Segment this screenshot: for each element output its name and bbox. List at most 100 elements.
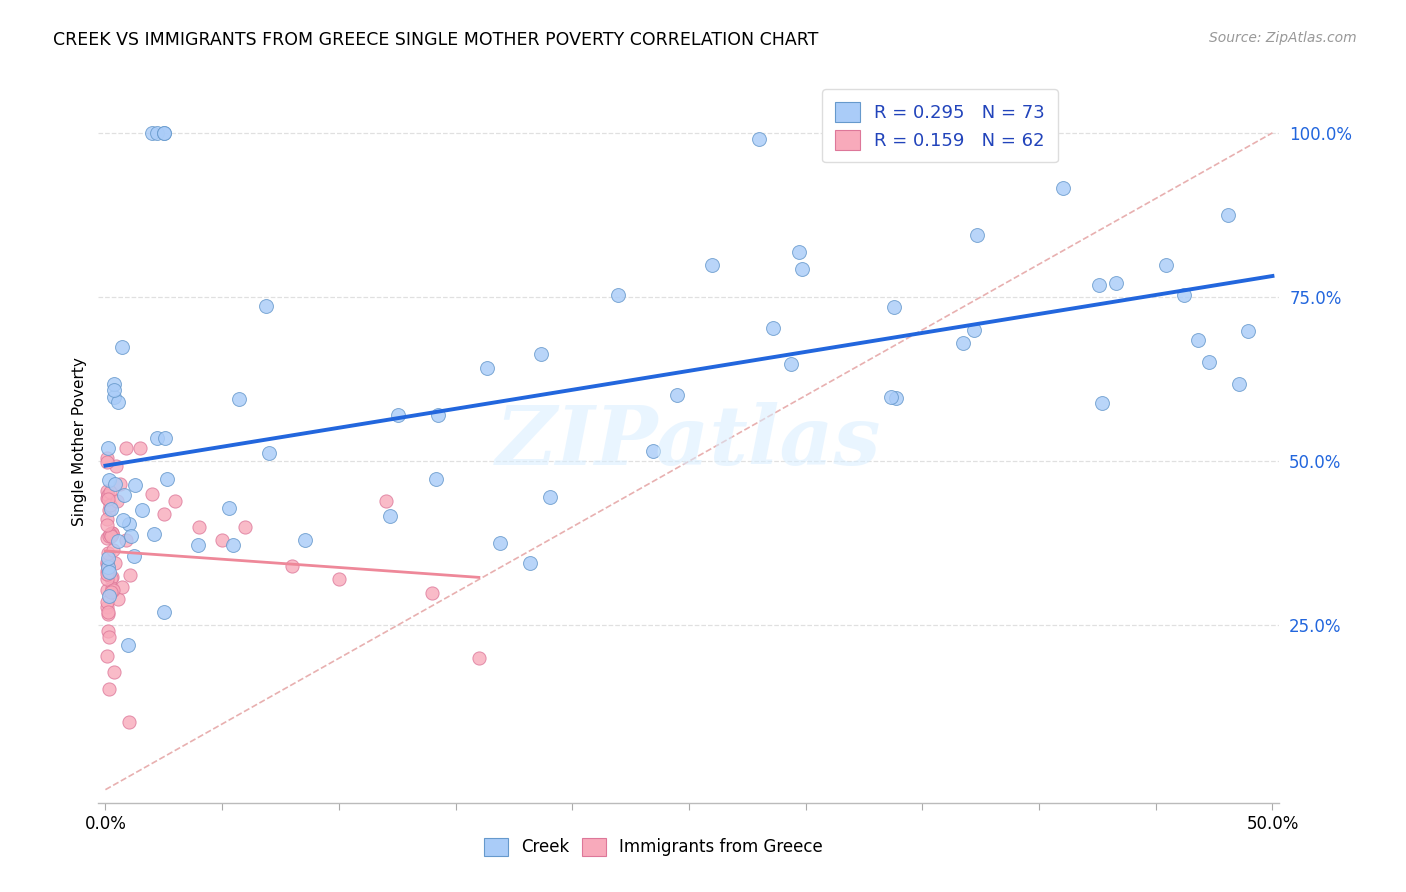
Point [96, 518, 118, 533]
Point [96, 455, 118, 469]
Point [883, 301, 905, 315]
Point [156, 472, 179, 486]
Point [96, 566, 118, 581]
Point [153, 431, 176, 445]
Point [218, 500, 240, 515]
Point [1052, 180, 1074, 194]
Point [98, 529, 121, 543]
Point [124, 478, 146, 492]
Point [118, 567, 141, 582]
Point [97, 473, 120, 487]
Point [152, 126, 174, 140]
Point [328, 573, 350, 587]
Point [96, 512, 118, 526]
Point [519, 556, 541, 570]
Point [98, 589, 121, 603]
Point [294, 533, 316, 548]
Point [117, 638, 139, 652]
Point [530, 347, 553, 361]
Point [108, 477, 131, 491]
Point [187, 520, 209, 534]
Point [222, 538, 245, 552]
Point [540, 490, 562, 504]
Point [100, 571, 122, 585]
Point [1154, 258, 1177, 272]
Point [97, 442, 120, 456]
Point [152, 126, 174, 140]
Point [1091, 396, 1114, 410]
Point [187, 538, 209, 552]
Point [96, 572, 118, 586]
Point [141, 126, 163, 140]
Point [129, 441, 152, 455]
Point [787, 244, 810, 259]
Point [488, 535, 510, 549]
Point [101, 582, 124, 596]
Point [96, 565, 118, 579]
Point [101, 582, 124, 597]
Point [1105, 276, 1128, 290]
Point [97, 565, 120, 579]
Point [96, 649, 118, 664]
Point [96, 594, 118, 608]
Point [426, 408, 449, 422]
Text: Source: ZipAtlas.com: Source: ZipAtlas.com [1209, 31, 1357, 45]
Point [792, 261, 814, 276]
Point [118, 714, 141, 729]
Point [1187, 333, 1209, 347]
Point [103, 390, 125, 404]
Point [100, 526, 122, 541]
Point [96, 557, 118, 571]
Point [103, 543, 125, 558]
Point [1236, 324, 1258, 338]
Point [700, 258, 723, 272]
Point [425, 472, 447, 486]
Point [103, 383, 125, 397]
Point [101, 527, 124, 541]
Point [96, 555, 118, 569]
Point [97, 560, 120, 574]
Point [97, 503, 120, 517]
Point [100, 484, 122, 499]
Point [1198, 355, 1220, 369]
Point [257, 446, 280, 460]
Point [104, 557, 127, 571]
Point [115, 533, 138, 547]
Point [131, 503, 153, 517]
Point [97, 491, 120, 506]
Point [963, 323, 986, 337]
Point [665, 387, 688, 401]
Point [780, 357, 803, 371]
Point [120, 529, 142, 543]
Point [107, 395, 129, 409]
Point [100, 501, 122, 516]
Point [142, 527, 165, 541]
Point [107, 591, 129, 606]
Point [101, 570, 124, 584]
Point [98, 527, 121, 541]
Point [97, 546, 120, 560]
Point [235, 520, 257, 534]
Point [880, 390, 903, 404]
Point [254, 299, 277, 313]
Point [884, 391, 907, 405]
Point [165, 493, 187, 508]
Point [104, 476, 127, 491]
Point [112, 513, 135, 527]
Point [101, 526, 124, 541]
Point [97, 551, 120, 566]
Point [98, 681, 121, 696]
Point [97, 630, 120, 644]
Point [1227, 376, 1250, 391]
Point [111, 340, 134, 354]
Point [96, 531, 118, 545]
Point [748, 132, 770, 146]
Point [112, 488, 135, 502]
Point [211, 533, 233, 547]
Legend: Creek, Immigrants from Greece: Creek, Immigrants from Greece [478, 831, 830, 863]
Point [96, 605, 118, 619]
Point [141, 487, 163, 501]
Point [420, 585, 443, 599]
Point [122, 549, 145, 563]
Point [153, 605, 176, 619]
